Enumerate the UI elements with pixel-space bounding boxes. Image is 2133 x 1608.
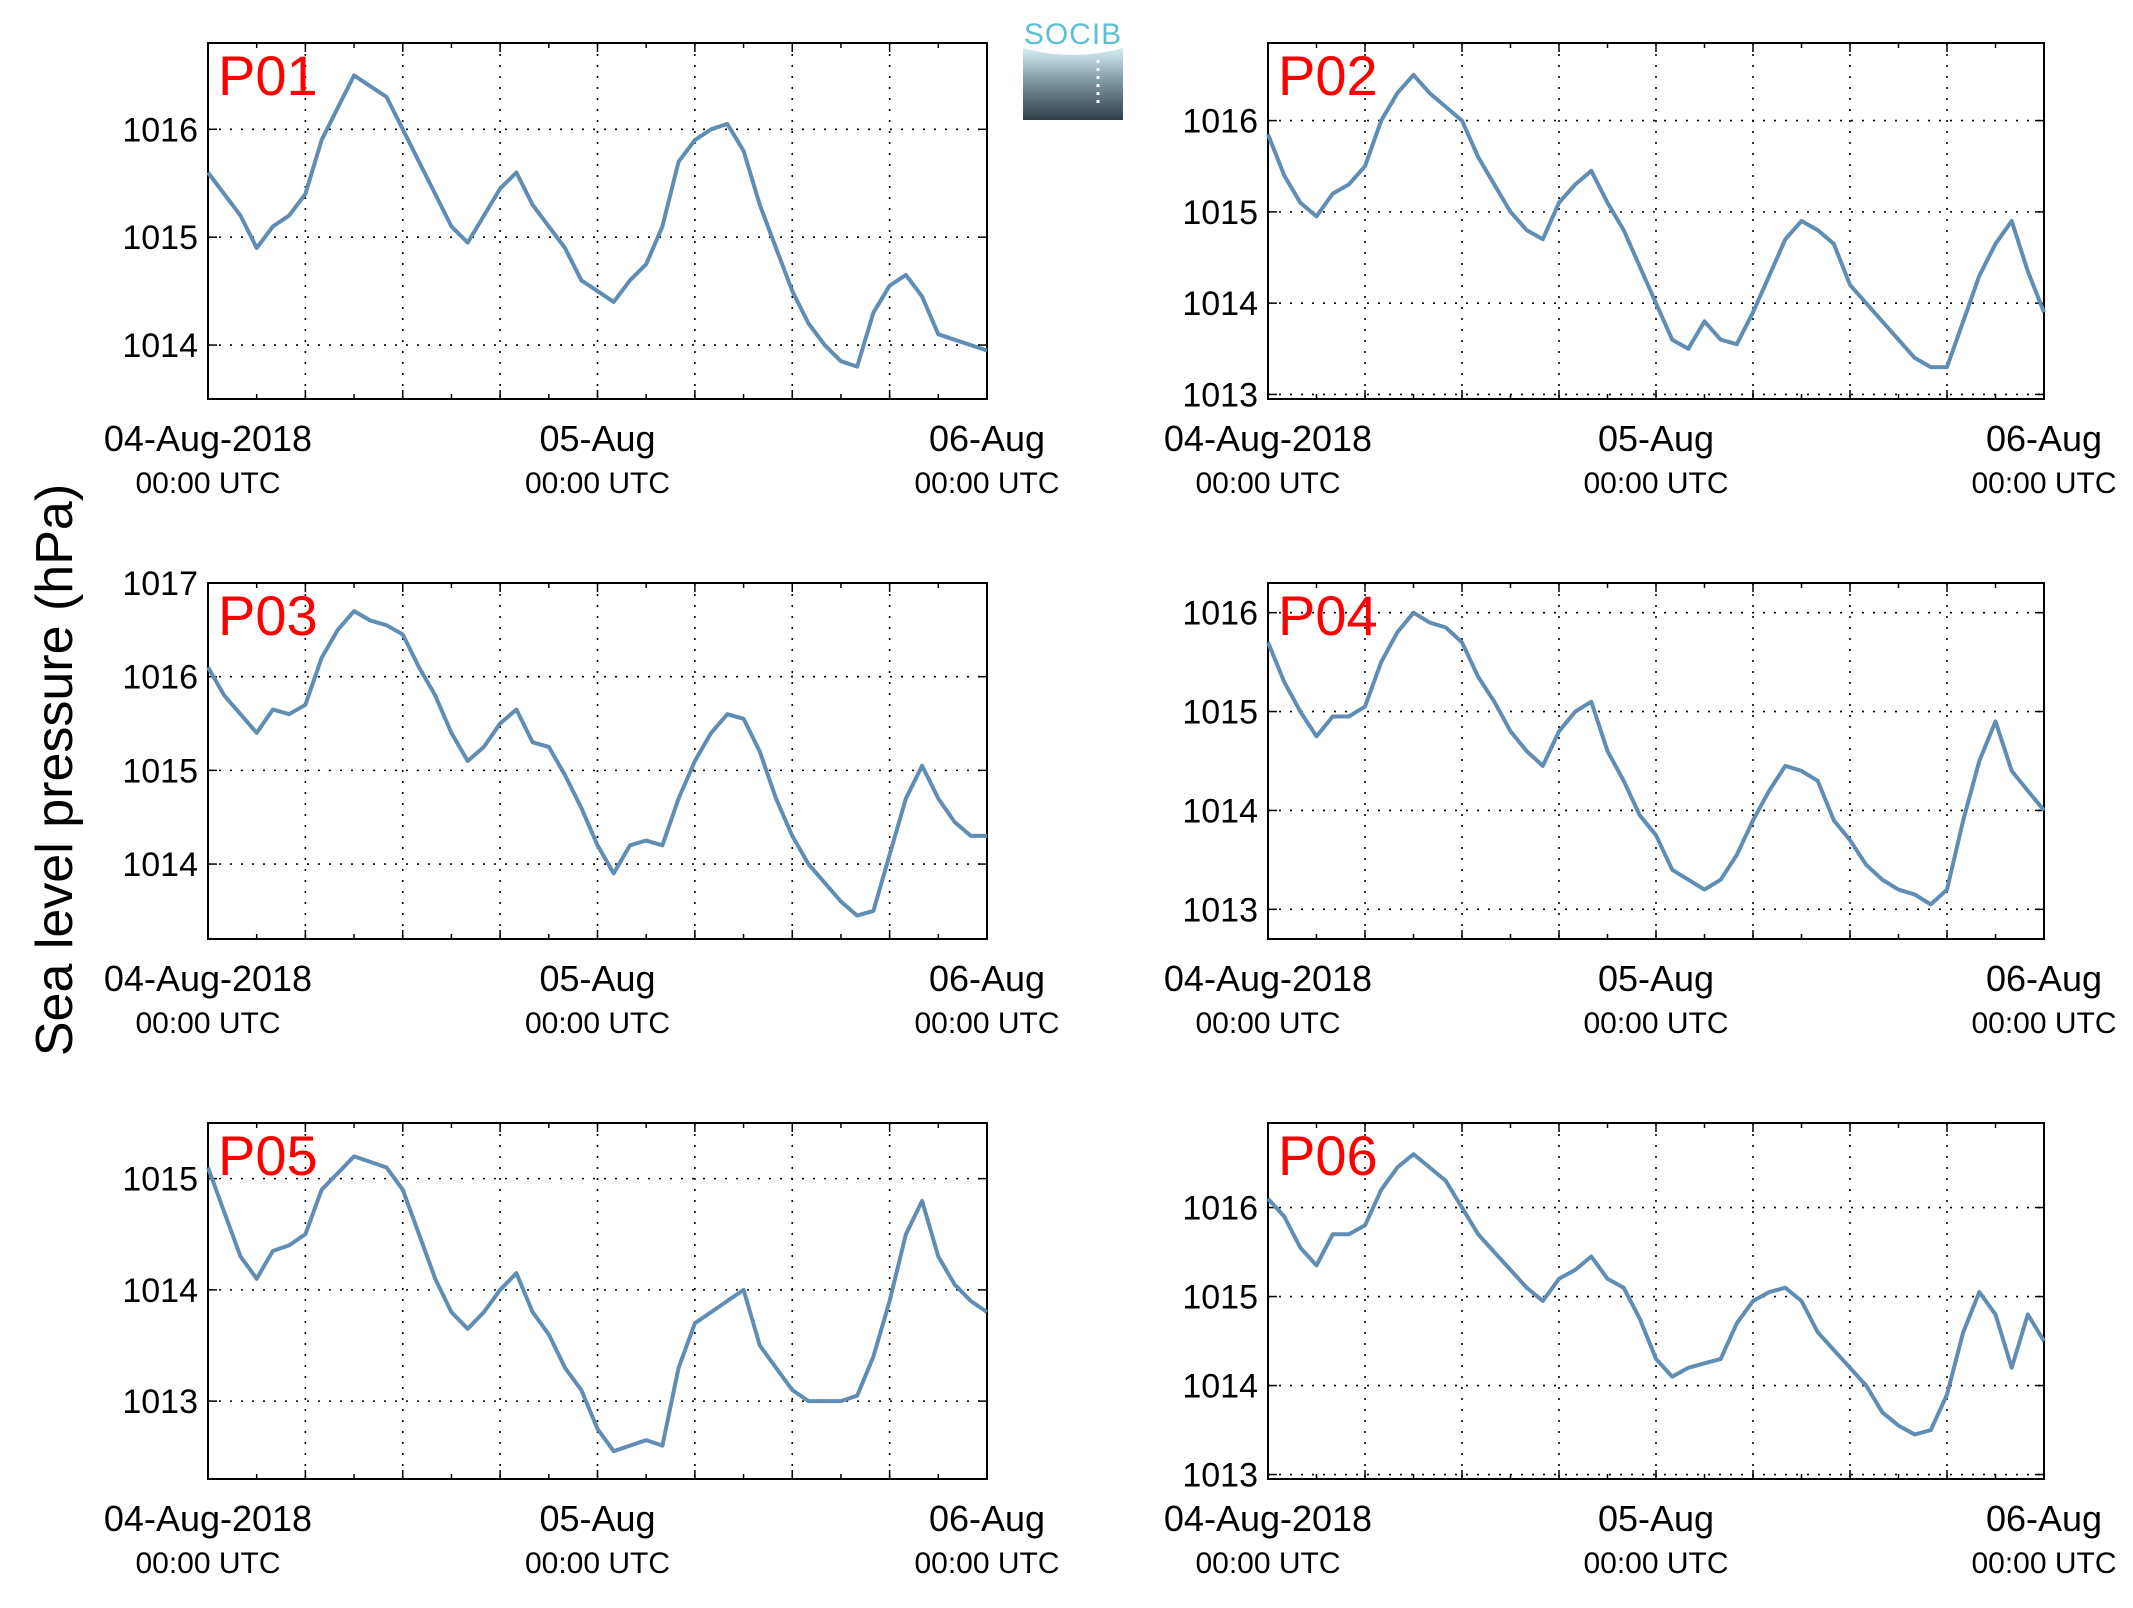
x-tick-label-time: 00:00 UTC (1971, 1007, 2116, 1040)
y-tick-label: 1016 (122, 111, 198, 149)
pressure-series-line (206, 1154, 989, 1454)
x-tick-label-date: 06-Aug (1986, 958, 2102, 999)
x-tick-label-date: 04-Aug-2018 (1164, 418, 1372, 459)
chart-panel-p01: 1014 1015 1016 P01 04-Aug-2018 00:00 UTC 05-Au… (104, 42, 1060, 500)
chart-panel-p04: 1013 1014 1015 1016 P04 04-Aug-2018 00:00 UTC 0… (1164, 582, 2117, 1040)
x-tick-label-date: 05-Aug (1598, 1498, 1714, 1539)
y-tick-label: 1013 (122, 1383, 198, 1421)
x-tick-label-date: 05-Aug (539, 418, 655, 459)
axes-frame (207, 582, 988, 940)
y-tick-label: 1014 (122, 846, 198, 884)
x-tick-label-time: 00:00 UTC (1195, 1547, 1340, 1580)
panel-label: P05 (218, 1124, 318, 1187)
x-tick-label-date: 06-Aug (929, 958, 1045, 999)
y-tick-label: 1014 (1182, 1368, 1258, 1406)
y-tick-label: 1017 (122, 565, 198, 603)
chart-panel-p06: 1013 1014 1015 1016 P06 04-Aug-2018 00:00 UTC 0… (1164, 1122, 2117, 1580)
pressure-series-line (1266, 1152, 2046, 1437)
x-tick-label-date: 06-Aug (929, 418, 1045, 459)
x-tick-label-time: 00:00 UTC (1583, 1547, 1728, 1580)
x-tick-label-time: 00:00 UTC (1583, 1007, 1728, 1040)
y-tick-label: 1015 (1182, 694, 1258, 732)
x-tick-label-date: 04-Aug-2018 (1164, 958, 1372, 999)
axes-frame (207, 42, 988, 400)
x-tick-label-date: 05-Aug (1598, 958, 1714, 999)
x-tick-label-time: 00:00 UTC (914, 1547, 1059, 1580)
socib-logo: SOCIB (1023, 18, 1123, 120)
x-tick-label-date: 06-Aug (1986, 1498, 2102, 1539)
y-tick-label: 1016 (1182, 103, 1258, 141)
y-tick-label: 1014 (122, 327, 198, 365)
chart-panel-p03: 1014 1015 1016 1017 P03 04-Aug-2018 00:00 UTC 0… (104, 565, 1060, 1040)
y-tick-label: 1016 (1182, 595, 1258, 633)
x-tick-label-time: 00:00 UTC (914, 1007, 1059, 1040)
x-tick-label-date: 05-Aug (1598, 418, 1714, 459)
y-tick-label: 1014 (1182, 285, 1258, 323)
y-tick-label: 1013 (1182, 376, 1258, 414)
y-tick-label: 1015 (122, 752, 198, 790)
axes-frame (207, 1122, 988, 1480)
y-tick-label: 1015 (1182, 194, 1258, 232)
x-tick-label-time: 00:00 UTC (525, 1007, 670, 1040)
x-tick-label-time: 00:00 UTC (1195, 467, 1340, 500)
axes-frame (1267, 582, 2045, 940)
x-tick-label-date: 04-Aug-2018 (104, 418, 312, 459)
panel-label: P02 (1278, 44, 1378, 107)
x-tick-label-time: 00:00 UTC (135, 1547, 280, 1580)
x-tick-label-time: 00:00 UTC (525, 1547, 670, 1580)
pressure-series-line (206, 73, 988, 369)
x-tick-label-date: 04-Aug-2018 (1164, 1498, 1372, 1539)
y-axis-label: Sea level pressure (hPa) (26, 484, 84, 1056)
x-tick-label-date: 06-Aug (1986, 418, 2102, 459)
chart-panel-p02: 1013 1014 1015 1016 P02 04-Aug-2018 00:00 UTC 0… (1164, 42, 2117, 500)
y-tick-label: 1016 (122, 659, 198, 697)
pressure-series-line (206, 609, 987, 918)
panel-label: P01 (218, 44, 318, 107)
x-tick-label-time: 00:00 UTC (1583, 467, 1728, 500)
x-tick-label-time: 00:00 UTC (135, 1007, 280, 1040)
panel-label: P04 (1278, 584, 1378, 647)
x-tick-label-date: 04-Aug-2018 (104, 1498, 312, 1539)
x-tick-label-time: 00:00 UTC (1971, 467, 2116, 500)
panel-label: P06 (1278, 1124, 1378, 1187)
y-tick-label: 1015 (1182, 1279, 1258, 1317)
x-tick-label-time: 00:00 UTC (914, 467, 1059, 500)
y-tick-label: 1015 (122, 1161, 198, 1199)
y-tick-label: 1014 (122, 1272, 198, 1310)
x-tick-label-date: 05-Aug (539, 958, 655, 999)
x-tick-label-time: 00:00 UTC (135, 467, 280, 500)
pressure-series-line (1266, 72, 2046, 370)
x-tick-label-time: 00:00 UTC (1195, 1007, 1340, 1040)
pressure-series-line (1266, 610, 2046, 907)
x-tick-label-date: 06-Aug (929, 1498, 1045, 1539)
y-tick-label: 1015 (122, 219, 198, 257)
axes-frame (1267, 42, 2045, 400)
x-tick-label-time: 00:00 UTC (525, 467, 670, 500)
axes-frame (1267, 1122, 2045, 1480)
y-tick-label: 1013 (1182, 1457, 1258, 1495)
x-tick-label-date: 05-Aug (539, 1498, 655, 1539)
logo-text: SOCIB (1024, 18, 1122, 51)
x-tick-label-date: 04-Aug-2018 (104, 958, 312, 999)
x-tick-label-time: 00:00 UTC (1971, 1547, 2116, 1580)
panel-label: P03 (218, 584, 318, 647)
y-tick-label: 1013 (1182, 891, 1258, 929)
y-tick-label: 1014 (1182, 792, 1258, 830)
y-tick-label: 1016 (1182, 1190, 1258, 1228)
panels-container: 1014 1015 1016 P01 04-Aug-2018 00:00 UTC 05-Au… (104, 42, 2117, 1580)
chart-panel-p05: 1013 1014 1015 P05 04-Aug-2018 00:00 UTC 05-Au… (104, 1122, 1060, 1580)
